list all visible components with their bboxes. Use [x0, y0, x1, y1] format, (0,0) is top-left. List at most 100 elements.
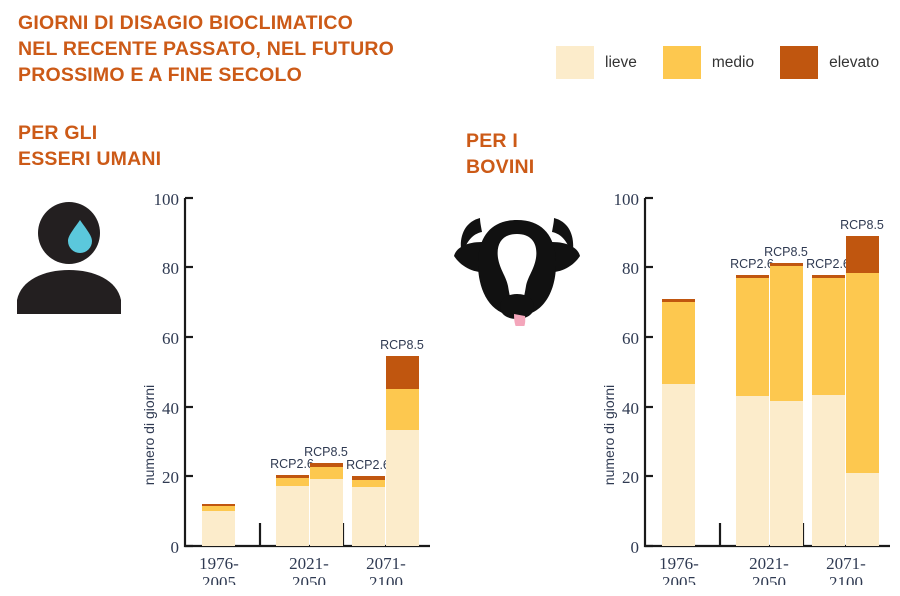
bar-segment-medio[interactable] [276, 478, 309, 486]
bar-stack-rcp26[interactable]: RCP2.6 [806, 257, 850, 546]
bar-stack-rcp26[interactable]: RCP2.6 [270, 457, 314, 546]
bar-segment-lieve[interactable] [276, 486, 309, 546]
section-heading-human: PER GLI ESSERI UMANI [18, 120, 161, 172]
legend-label-lieve: lieve [605, 53, 637, 71]
bar-segment-lieve[interactable] [352, 487, 385, 546]
chart-cow: 100 80 60 40 20 0 numero di giorni RCP2. [600, 185, 900, 585]
legend-label-elevato: elevato [829, 53, 880, 71]
bar-segment-medio[interactable] [202, 506, 235, 511]
bar-scenario-label: RCP8.5 [380, 338, 424, 352]
section-heading-cow-line-1: PER I [466, 130, 518, 152]
legend-swatch-lieve [556, 46, 594, 79]
bar-scenario-label: RCP8.5 [304, 445, 348, 459]
y-tick-label-60: 60 [622, 329, 639, 348]
y-tick-label-60: 60 [162, 329, 179, 348]
bar-segment-elevato[interactable] [386, 356, 419, 389]
page-title: GIORNI DI DISAGIO BIOCLIMATICO NEL RECEN… [18, 10, 488, 88]
person-sweating-icon [14, 196, 126, 314]
chart-human: 100 80 60 40 20 0 numero di giorni [140, 185, 440, 585]
bar-group-2071-2100-cow: RCP2.6 RCP8.5 [806, 218, 884, 546]
bar-segment-medio[interactable] [662, 302, 695, 384]
legend-swatch-elevato [780, 46, 819, 79]
chart-legend: lieve medio elevato [556, 46, 900, 79]
section-heading-human-line-2: ESSERI UMANI [18, 148, 162, 170]
section-heading-cow: PER I BOVINI [466, 128, 534, 180]
legend-item-lieve: lieve [556, 46, 637, 79]
x-tick-label-2071-2100-a: 2071- [366, 554, 406, 573]
y-axis-title-human: numero di giorni [141, 385, 157, 485]
bar-segment-medio[interactable] [812, 278, 845, 395]
bar-segment-lieve[interactable] [202, 511, 235, 546]
y-axis-ticks-cow: 100 80 60 40 20 0 [614, 190, 653, 557]
bar-scenario-label: RCP8.5 [840, 218, 884, 232]
bar-segment-lieve[interactable] [846, 473, 879, 546]
page-title-line-2: NEL RECENTE PASSATO, NEL FUTURO [18, 38, 395, 60]
bar-stack[interactable] [202, 504, 235, 546]
y-tick-label-80: 80 [162, 259, 179, 278]
bar-scenario-label: RCP2.6 [346, 458, 390, 472]
bar-group-2021-2050-human: RCP2.6 RCP8.5 [270, 445, 348, 546]
y-tick-label-40: 40 [162, 399, 179, 418]
legend-label-medio: medio [711, 53, 755, 71]
bar-segment-lieve[interactable] [812, 395, 845, 546]
bar-group-2071-2100-human: RCP2.6 RCP8.5 [346, 338, 424, 546]
y-tick-label-20: 20 [622, 468, 639, 487]
y-tick-label-0: 0 [171, 538, 180, 557]
y-tick-label-20: 20 [162, 468, 179, 487]
x-tick-label-2021-2050-b: 2050 [752, 573, 786, 585]
bar-segment-medio[interactable] [846, 273, 879, 473]
bar-stack-rcp85[interactable]: RCP8.5 [840, 218, 884, 546]
y-tick-label-80: 80 [622, 259, 639, 278]
bar-segment-elevato[interactable] [276, 475, 309, 478]
y-tick-label-100: 100 [154, 190, 180, 209]
x-tick-label-2021-2050-a: 2021- [289, 554, 329, 573]
bar-segment-medio[interactable] [736, 278, 769, 396]
bar-segment-lieve[interactable] [386, 430, 419, 546]
y-tick-label-0: 0 [631, 538, 640, 557]
x-tick-label-1976-2005-b: 2005 [662, 573, 696, 585]
bar-segment-medio[interactable] [310, 467, 343, 479]
bar-stack[interactable] [662, 299, 695, 546]
page-title-line-1: GIORNI DI DISAGIO BIOCLIMATICO [18, 12, 353, 34]
y-axis-title-cow: numero di giorni [601, 385, 617, 485]
bar-segment-lieve[interactable] [736, 396, 769, 546]
bar-segment-elevato[interactable] [310, 463, 343, 467]
bar-stack-rcp85[interactable]: RCP8.5 [380, 338, 424, 546]
bar-segment-elevato[interactable] [352, 476, 385, 480]
bar-segment-medio[interactable] [352, 480, 385, 487]
x-tick-label-1976-2005-a: 1976- [659, 554, 699, 573]
y-axis-ticks-human: 100 80 60 40 20 0 [154, 190, 193, 557]
x-tick-label-1976-2005-a: 1976- [199, 554, 239, 573]
legend-item-elevato: elevato [780, 46, 879, 79]
x-tick-label-2021-2050-a: 2021- [749, 554, 789, 573]
bar-scenario-label: RCP2.6 [270, 457, 314, 471]
bar-segment-elevato[interactable] [812, 275, 845, 278]
cow-head-icon [452, 186, 582, 330]
page-title-line-3: PROSSIMO E A FINE SECOLO [18, 64, 302, 86]
legend-swatch-medio [662, 46, 701, 79]
bar-segment-elevato[interactable] [736, 275, 769, 278]
bar-stack-rcp26[interactable]: RCP2.6 [730, 257, 774, 546]
bar-segment-lieve[interactable] [662, 384, 695, 546]
x-tick-label-2071-2100-b: 2100 [369, 573, 403, 585]
bar-segment-lieve[interactable] [770, 401, 803, 546]
bar-segment-elevato[interactable] [770, 263, 803, 266]
bar-segment-medio[interactable] [770, 266, 803, 401]
bar-segment-elevato[interactable] [202, 504, 235, 506]
x-tick-label-1976-2005-b: 2005 [202, 573, 236, 585]
bar-stack-rcp26[interactable]: RCP2.6 [346, 458, 390, 546]
bar-stack-rcp85[interactable]: RCP8.5 [304, 445, 348, 546]
x-tick-label-2071-2100-b: 2100 [829, 573, 863, 585]
bar-segment-elevato[interactable] [846, 236, 879, 273]
y-tick-label-100: 100 [614, 190, 640, 209]
bar-segment-elevato[interactable] [662, 299, 695, 302]
bar-segment-lieve[interactable] [310, 479, 343, 546]
section-heading-human-line-1: PER GLI [18, 122, 98, 144]
bar-stack-rcp85[interactable]: RCP8.5 [764, 245, 808, 546]
y-tick-label-40: 40 [622, 399, 639, 418]
legend-item-medio: medio [662, 46, 755, 79]
section-heading-cow-line-2: BOVINI [466, 156, 535, 178]
bar-scenario-label: RCP2.6 [730, 257, 774, 271]
bar-group-1976-2005-cow [662, 299, 695, 546]
bar-segment-medio[interactable] [386, 389, 419, 430]
